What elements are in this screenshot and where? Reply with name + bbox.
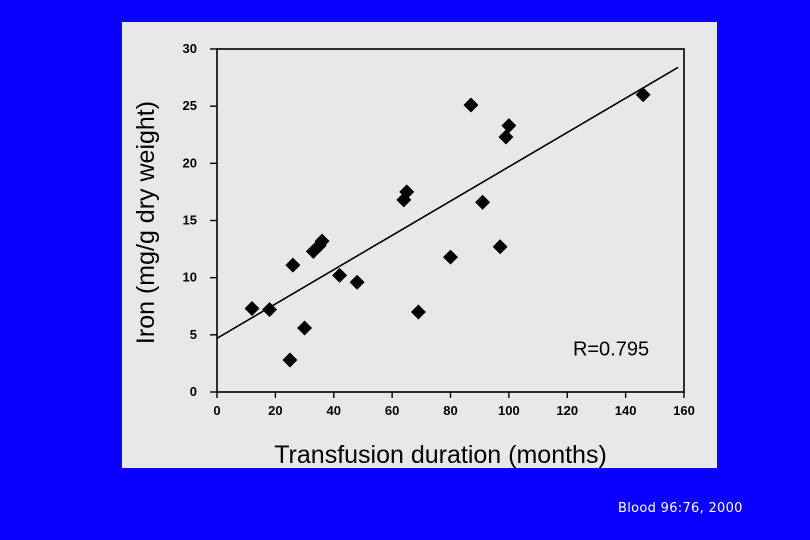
data-point [501, 118, 517, 134]
y-tick-label: 10 [183, 270, 197, 285]
data-point [285, 257, 301, 273]
data-point [443, 249, 458, 265]
data-point [410, 304, 426, 320]
x-tick-label: 40 [327, 403, 341, 418]
y-tick-label: 25 [183, 98, 197, 113]
x-tick-label: 120 [556, 403, 578, 418]
data-point [635, 87, 651, 103]
x-tick-label: 80 [443, 403, 457, 418]
data-point [332, 267, 348, 283]
y-tick-label: 15 [183, 213, 197, 228]
x-tick-label: 60 [385, 403, 399, 418]
y-tick-label: 20 [183, 155, 197, 170]
data-point [492, 239, 508, 255]
data-point [463, 97, 479, 113]
data-point [399, 184, 415, 200]
chart-figure: 0 20 40 60 80 100 120 140 160 0 5 10 15 20 25 30 Transfu… [122, 22, 717, 468]
scatter-chart: 0 20 40 60 80 100 120 140 160 0 5 10 15 20 25 30 Transfu… [132, 41, 695, 468]
x-axis-label: Transfusion duration (months) [274, 441, 607, 468]
x-tick-label: 140 [615, 403, 637, 418]
data-point [349, 274, 365, 290]
data-point [475, 194, 491, 210]
x-tick-label: 20 [268, 403, 282, 418]
data-point [282, 352, 298, 368]
data-point [314, 233, 330, 249]
data-point [244, 301, 260, 317]
y-tick-label: 0 [190, 384, 197, 399]
data-point [262, 302, 278, 318]
data-point [297, 320, 313, 336]
x-tick-label: 160 [673, 403, 695, 418]
correlation-annotation: R=0.795 [573, 338, 649, 360]
y-tick-label: 5 [190, 327, 197, 342]
x-tick-label: 100 [498, 403, 520, 418]
x-tick-label: 0 [213, 403, 220, 418]
data-point [498, 129, 514, 145]
trend-line [216, 66, 679, 339]
y-axis-label: Iron (mg/g dry weight) [132, 101, 160, 344]
y-tick-label: 30 [183, 41, 197, 56]
citation-text: Blood 96:76, 2000 [618, 501, 743, 516]
